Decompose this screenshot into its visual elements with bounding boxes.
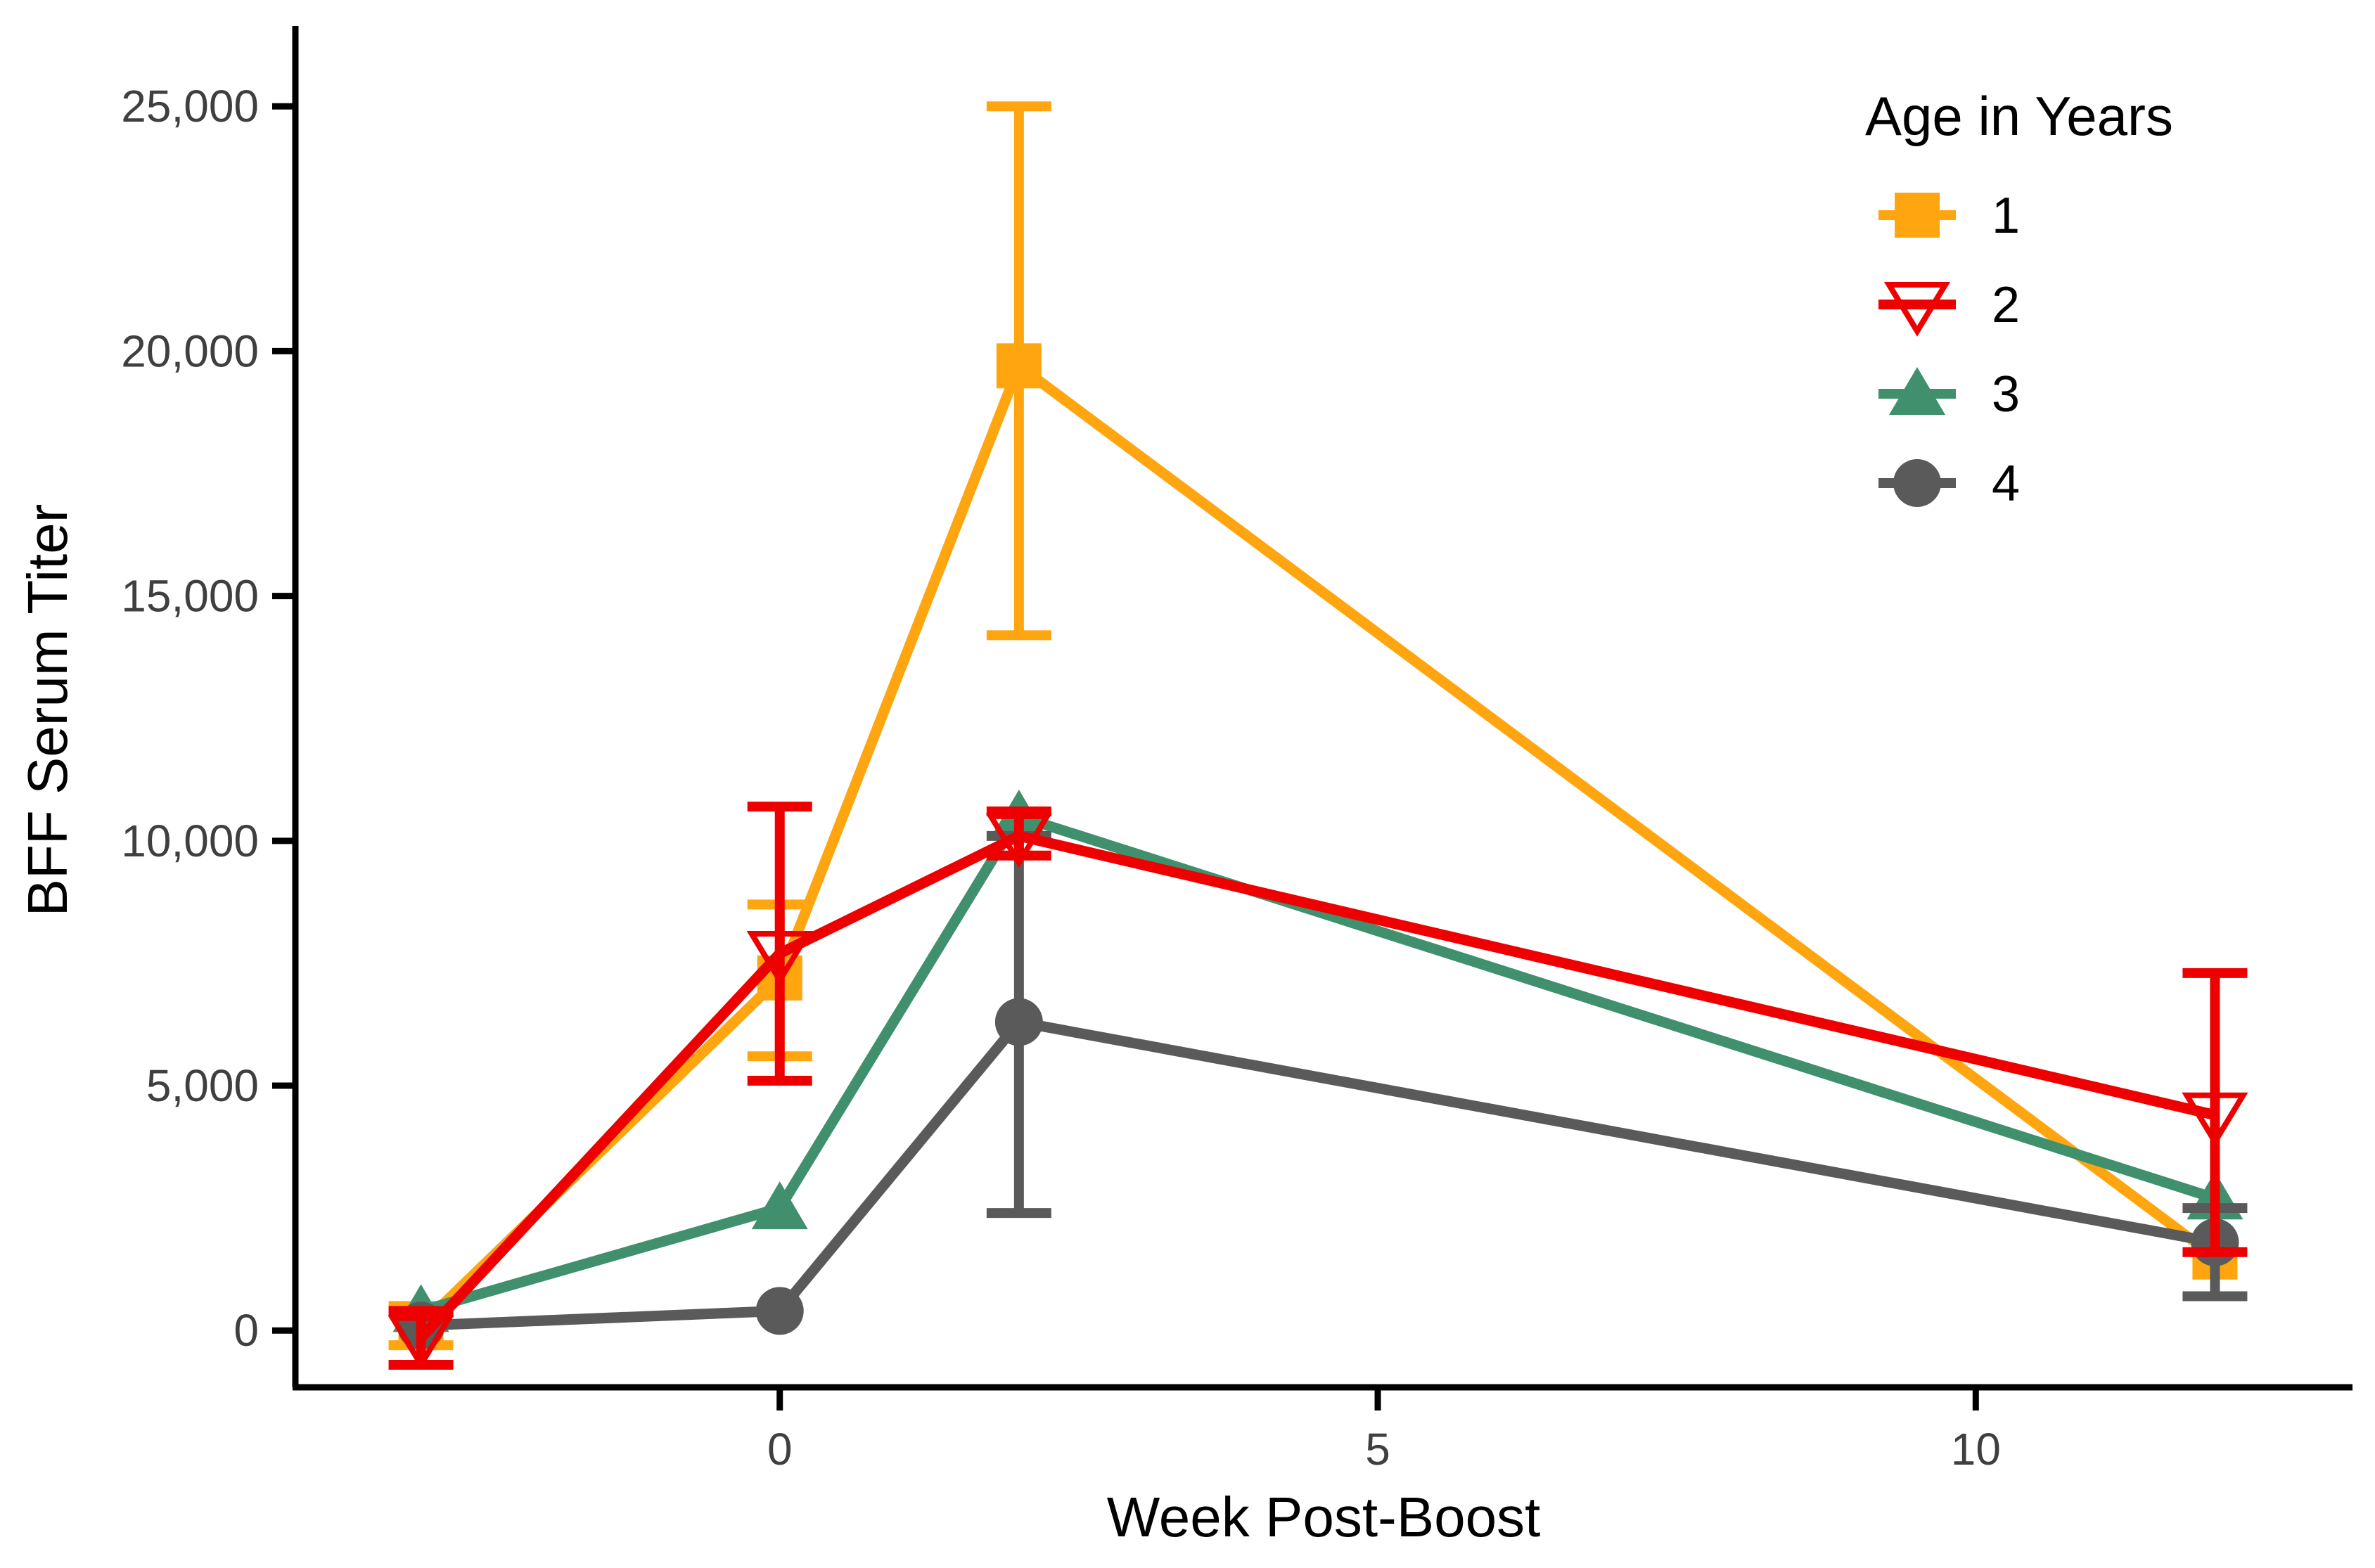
data-point-marker [994,998,1043,1046]
y-tick-label: 20,000 [121,326,259,376]
series-line-age-3 [419,810,2217,1316]
legend-marker-triangle-up [1889,367,1945,415]
plot-area: 0 5,000 10,000 15,000 20,000 25,000 0 5 10 [121,26,2352,1474]
y-tick-label: 15,000 [121,571,259,622]
legend-marker-square [1895,193,1940,238]
x-tick-label: 5 [1365,1424,1390,1474]
legend-label: 1 [1992,188,2020,244]
y-tick-label: 25,000 [121,81,259,131]
data-point-marker [2182,1092,2248,1148]
x-tick-label: 10 [1951,1424,2001,1474]
y-axis-title: BFF Serum Titer [16,504,79,917]
data-point-marker [755,1287,804,1335]
series-line-age-2 [417,830,2217,1342]
series-line-age-4 [421,1016,2216,1331]
y-tick-label: 10,000 [121,816,259,866]
data-point-marker [751,1181,808,1230]
y-tick-label: 0 [233,1305,259,1356]
x-tick-label: 0 [767,1424,793,1474]
legend-label: 3 [1992,366,2020,423]
legend-title: Age in Years [1865,85,2173,147]
legend-marker-circle [1893,459,1941,507]
legend-label: 2 [1992,277,2020,333]
data-point-marker [388,1315,454,1370]
legend: 1 2 3 4 [1878,188,2020,512]
data-point-marker [996,343,1042,389]
legend-label: 4 [1992,456,2020,512]
legend-marker-triangle-down [1883,282,1951,337]
x-axis-title: Week Post-Boost [1107,1486,1541,1548]
data-point-marker [985,813,1052,868]
data-point-marker [746,930,813,986]
y-tick-label: 5,000 [146,1060,259,1111]
